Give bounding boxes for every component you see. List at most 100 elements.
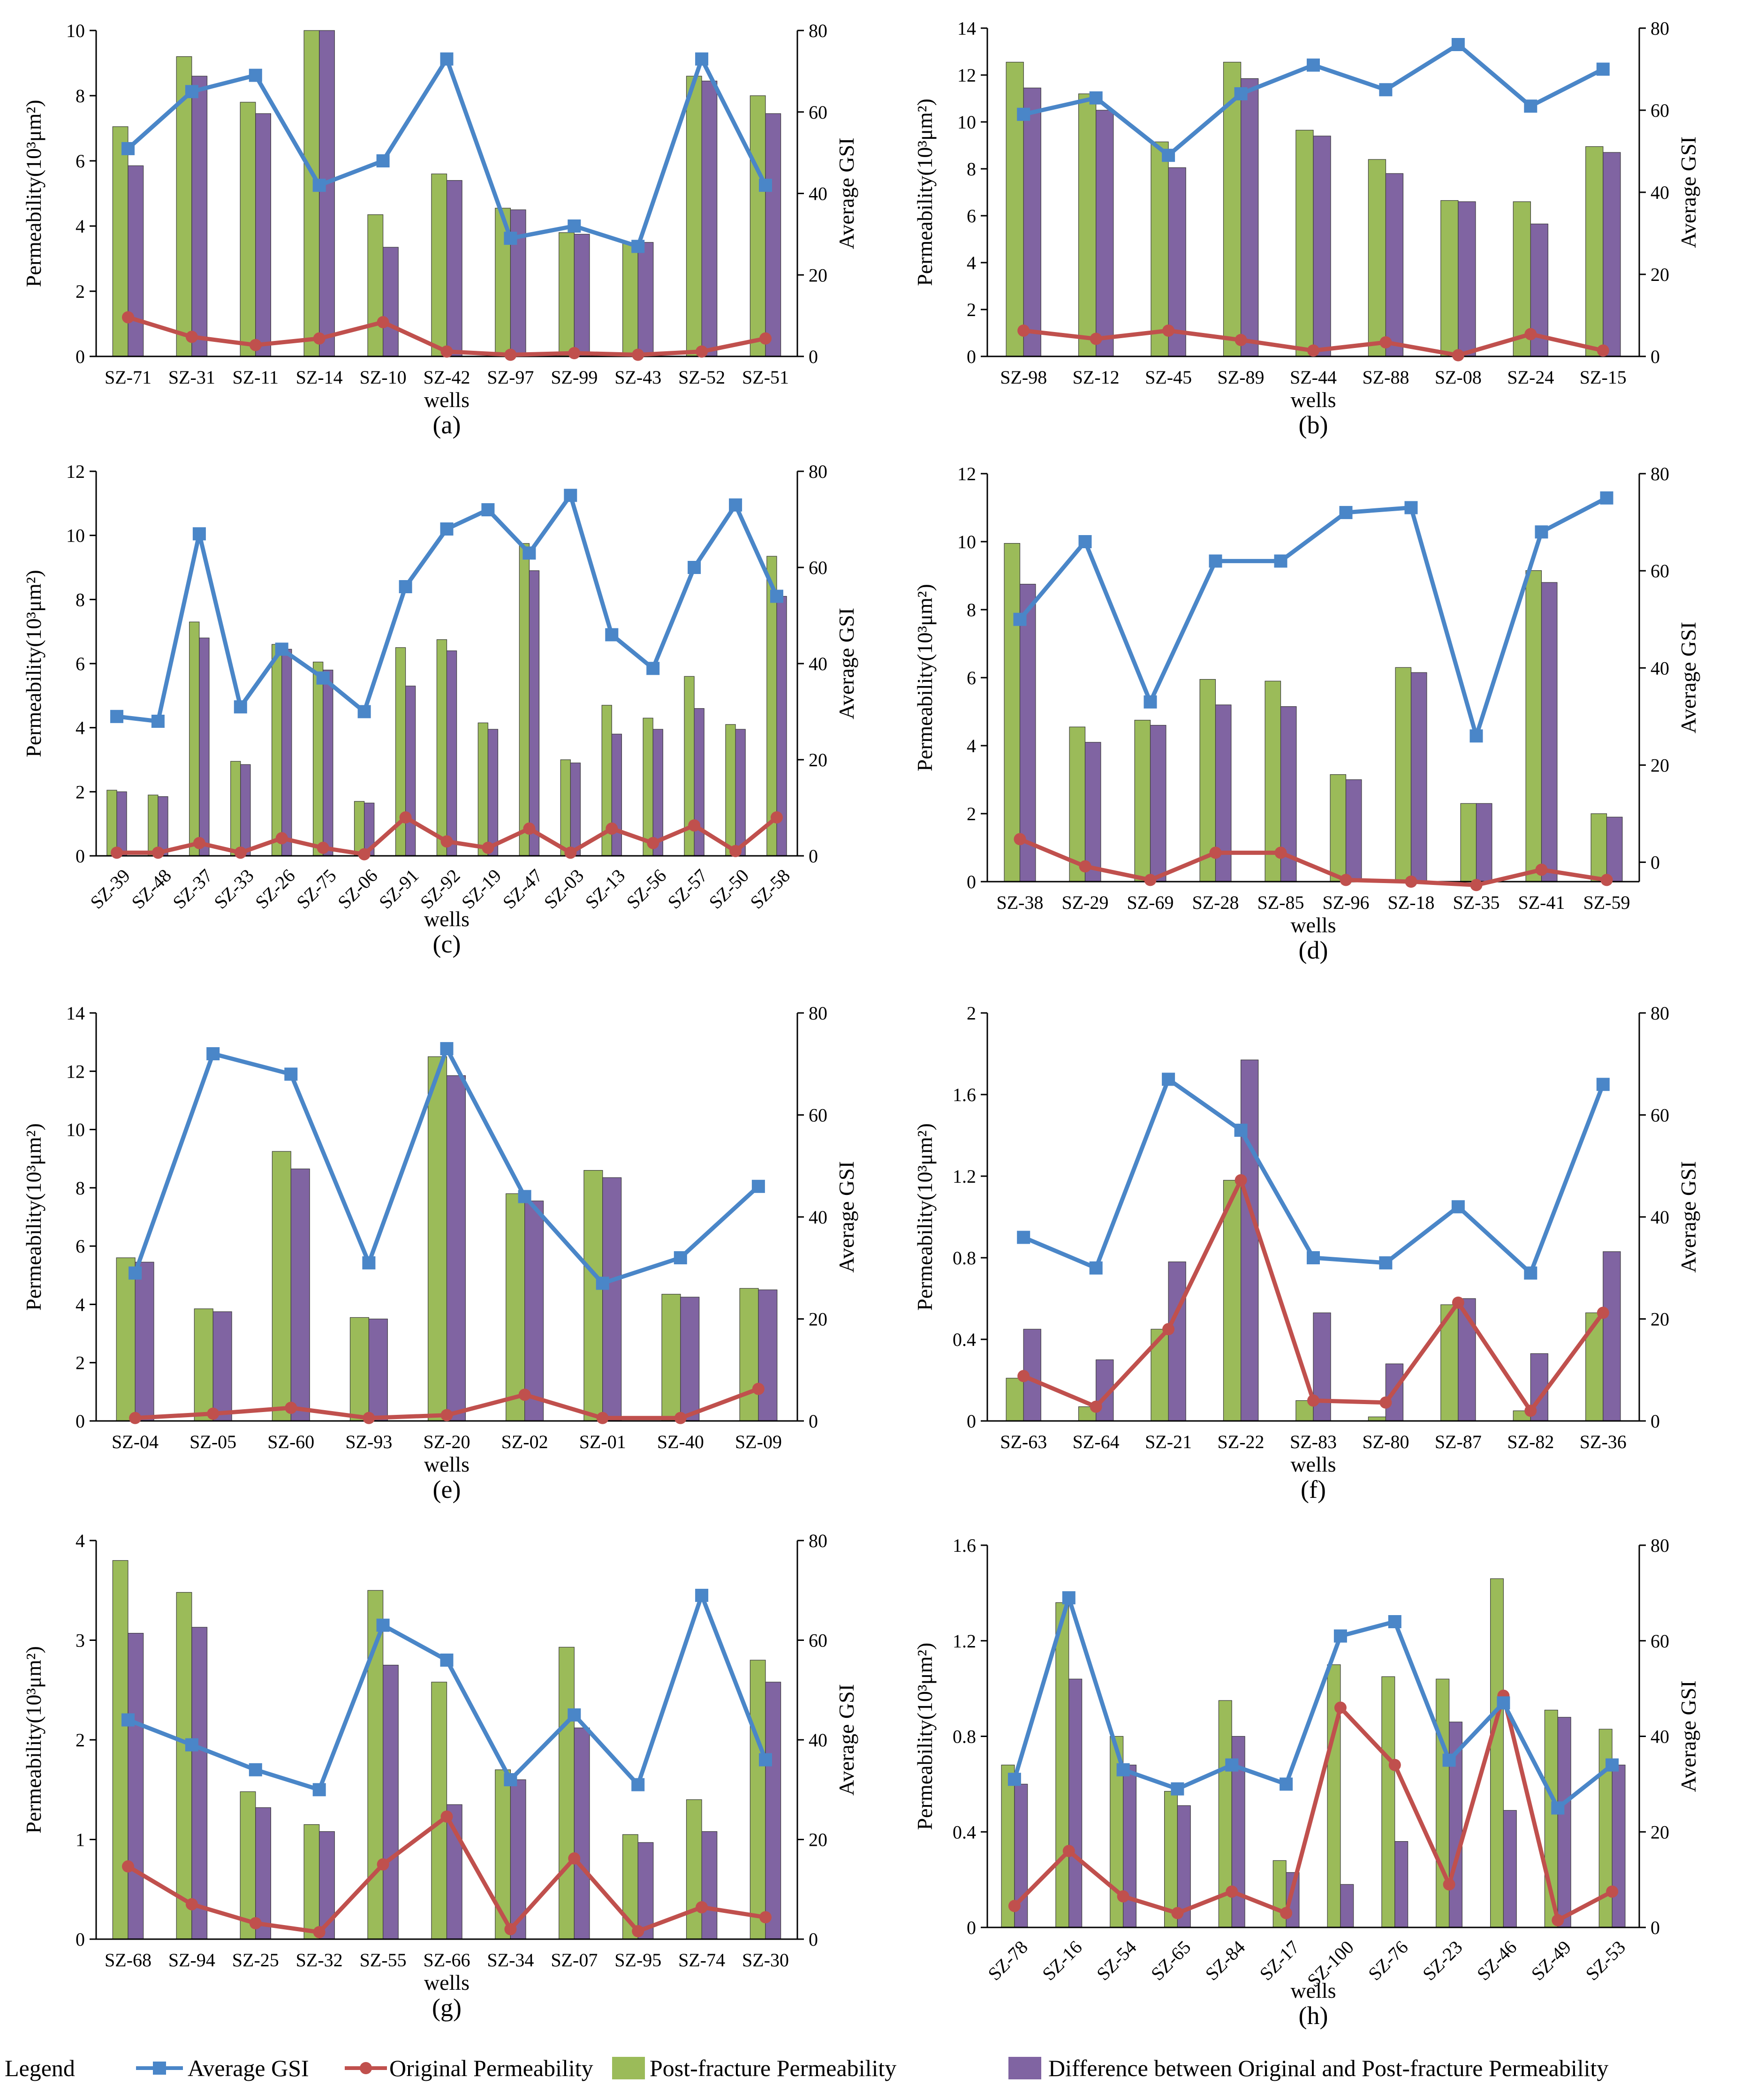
left-tick-label: 4 [76,1530,85,1551]
average-gsi-point [1116,1763,1130,1776]
post-fracture-bar [643,718,653,856]
difference-bar [1340,1884,1354,1928]
average-gsi-point [1017,107,1030,121]
right-tick-label: 80 [1651,463,1669,484]
legend-original-swatch-marker [360,2062,372,2074]
category-label: SZ-22 [1218,1431,1265,1452]
category-label: SZ-08 [1435,367,1482,388]
average-gsi-point [1078,535,1092,548]
original-permeability-point [1117,1890,1129,1903]
right-tick-label: 60 [809,1105,827,1126]
difference-bar [1385,173,1404,357]
category-label: SZ-80 [1362,1431,1409,1452]
category-label: SZ-13 [581,865,629,913]
average-gsi-point [481,503,495,516]
post-fracture-bar [1006,1378,1024,1421]
right-tick-label: 60 [1651,100,1669,121]
left-tick-label: 6 [76,653,85,674]
left-tick-label: 4 [76,1294,85,1315]
original-permeability-point [317,841,329,854]
left-tick-label: 10 [957,531,976,552]
difference-bar [529,570,540,856]
left-tick-label: 3 [76,1630,85,1651]
left-tick-label: 0 [76,1411,85,1432]
average-gsi-line [1012,1595,1613,1810]
original-permeability-point [1340,874,1352,886]
left-axis-title: Permeability(10³μm²) [913,1123,937,1311]
category-label: SZ-92 [416,865,464,913]
post-fracture-bar [112,1560,129,1940]
average-gsi-point [1596,1078,1610,1091]
post-fracture-bar [354,801,365,856]
category-label: SZ-84 [1201,1936,1250,1985]
difference-bar [1503,1810,1517,1928]
average-gsi-point [399,580,412,593]
difference-bar [212,1311,232,1421]
x-axis-title: wells [424,1971,470,1994]
category-label: SZ-05 [189,1431,236,1452]
difference-bar [1458,201,1476,357]
left-axis-title: Permeability(10³μm²) [22,570,45,757]
average-gsi-point [1307,1251,1320,1264]
post-fracture-bar [1590,813,1607,882]
difference-bar [574,234,590,357]
right-axis-title: Average GSI [834,1161,858,1273]
post-fracture-bar [739,1288,759,1421]
x-axis-title: wells [1290,913,1336,937]
difference-bar [368,1318,388,1421]
panel-label: (b) [1299,411,1328,439]
original-permeability-point [1597,344,1609,357]
original-permeability-point [1144,874,1157,886]
original-permeability-point [647,837,659,849]
difference-bar [1123,1765,1137,1928]
average-gsi-point [504,232,517,245]
average-gsi-point [1234,87,1248,100]
difference-bar [735,729,746,856]
left-tick-label: 2 [967,1003,976,1024]
category-label: SZ-35 [1453,892,1500,913]
category-label: SZ-04 [112,1431,159,1452]
difference-bar [1313,136,1331,357]
post-fracture-bar [148,794,159,856]
difference-bar [240,764,251,856]
left-tick-label: 0.8 [953,1247,976,1269]
average-gsi-point [596,1277,609,1290]
original-permeability-point [1274,846,1287,859]
post-fracture-bar [349,1317,370,1421]
difference-bar [446,180,462,357]
category-label: SZ-20 [424,1431,470,1452]
original-permeability-point [1405,876,1417,888]
category-label: SZ-68 [105,1949,151,1971]
original-permeability-point [1090,1400,1102,1413]
difference-bar [1168,1262,1186,1421]
category-label: SZ-45 [1145,367,1192,388]
left-tick-label: 4 [967,735,976,756]
difference-bar [382,247,399,357]
right-tick-label: 40 [1651,1726,1669,1747]
panel-label: (e) [433,1475,461,1503]
right-axis-title: Average GSI [1676,1161,1700,1273]
left-tick-label: 10 [66,20,85,41]
category-label: SZ-33 [210,865,258,913]
original-permeability-point [111,846,123,859]
post-fracture-bar [1525,570,1542,882]
difference-bar [652,729,663,856]
right-tick-label: 80 [809,20,827,41]
category-label: SZ-31 [168,367,215,388]
average-gsi-line [1022,1077,1606,1276]
difference-bar [701,1831,718,1940]
difference-bar [405,686,416,856]
post-fracture-bar [1006,61,1024,357]
legend-title: Legend [5,2055,75,2081]
average-gsi-point [605,628,619,642]
right-tick-label: 20 [1651,755,1669,776]
average-gsi-point [695,52,709,66]
category-label: SZ-54 [1092,1936,1141,1985]
difference-bar [199,637,210,856]
category-label: SZ-44 [1290,367,1337,388]
category-label: SZ-18 [1388,892,1435,913]
right-tick-label: 80 [809,1003,827,1024]
difference-bar [765,113,781,357]
difference-bar [128,1633,144,1940]
